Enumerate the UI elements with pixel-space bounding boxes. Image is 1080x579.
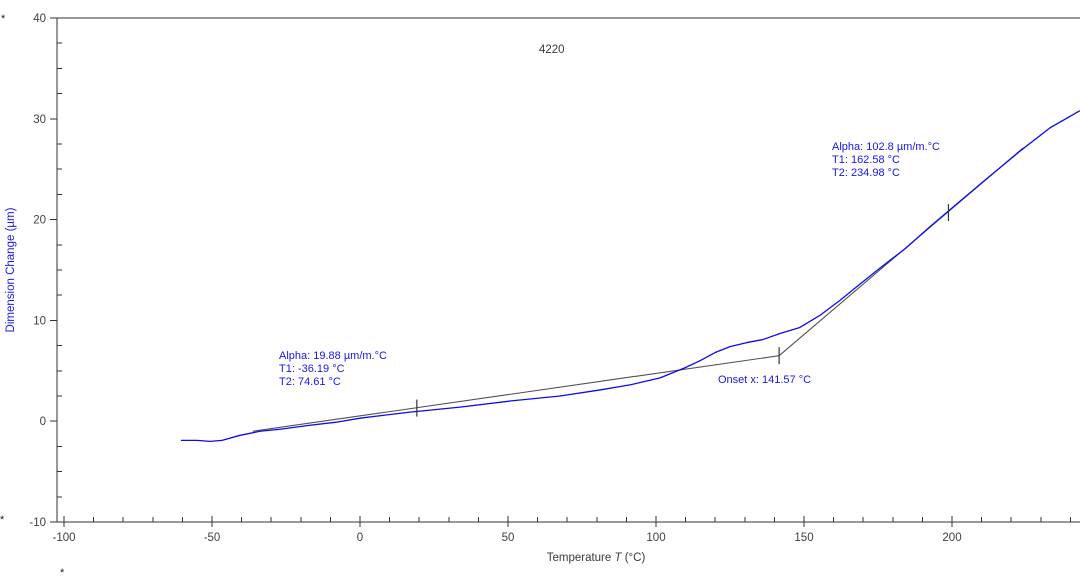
x-tick-label: -50 — [204, 532, 221, 544]
annotation-alpha2-value: Alpha: 102.8 µm/m.°C — [832, 141, 940, 153]
y-tick-label: -10 — [29, 517, 46, 529]
annotation-alpha2-t1: T1: 162.58 °C — [832, 154, 900, 166]
annotation-alpha2: Alpha: 102.8 µm/m.°C T1: 162.58 °C T2: 2… — [832, 141, 940, 180]
y-tick-label: 0 — [40, 416, 46, 428]
cursor-marker-top-left: * — [1, 13, 6, 25]
x-tick-label: 200 — [942, 532, 961, 544]
annotation-onset: Onset x: 141.57 °C — [718, 374, 812, 386]
annotation-alpha1-value: Alpha: 19.88 µm/m.°C — [279, 350, 387, 362]
x-tick-label: 100 — [646, 532, 665, 544]
x-axis-label-prefix: Temperature — [546, 552, 615, 564]
x-axis-label: Temperature T (°C) — [547, 552, 646, 564]
annotation-alpha1-t1: T1: -36.19 °C — [279, 363, 345, 375]
y-tick-label: 10 — [33, 315, 46, 327]
x-axis-label-suffix: (°C) — [621, 552, 646, 564]
x-tick-label: 0 — [357, 532, 363, 544]
x-tick-label: 50 — [502, 532, 515, 544]
x-axis-label-symbol: T — [614, 552, 622, 564]
cursor-marker-bottom-left: * — [0, 514, 5, 526]
y-tick-label: 20 — [33, 215, 46, 227]
chart-title: 4220 — [539, 44, 565, 56]
annotation-alpha1-t2: T2: 74.61 °C — [279, 376, 341, 388]
y-tick-label: 30 — [33, 114, 46, 126]
data-curve-dimension_change_vs_temperature — [180, 110, 1080, 443]
annotation-alpha1: Alpha: 19.88 µm/m.°C T1: -36.19 °C T2: 7… — [279, 350, 387, 389]
annotation-alpha2-t2: T2: 234.98 °C — [832, 167, 900, 179]
x-tick-label: 150 — [794, 532, 813, 544]
x-tick-label: -100 — [52, 532, 75, 544]
y-tick-label: 40 — [33, 13, 46, 25]
y-axis-label: Dimension Change (µm) — [5, 207, 17, 333]
cursor-marker-bottom-axis: * — [60, 567, 65, 579]
tangent-line-1 — [252, 355, 780, 432]
